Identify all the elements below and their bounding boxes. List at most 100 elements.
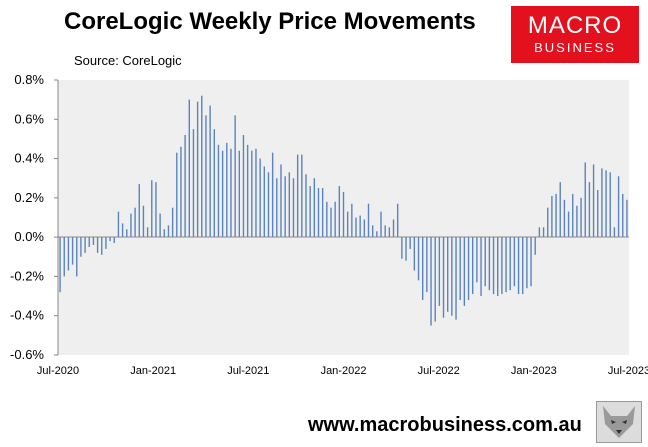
bar (388, 227, 391, 238)
bar (534, 237, 536, 255)
logo-line-2: BUSINESS (534, 40, 616, 55)
y-tick-label: 0.6% (14, 111, 44, 126)
bar (438, 237, 441, 306)
bar (180, 146, 182, 238)
macro-business-logo: MACRO BUSINESS (511, 6, 639, 63)
bar (396, 203, 399, 238)
bar (105, 237, 107, 249)
bar (163, 229, 165, 238)
bar (501, 237, 503, 295)
bar (84, 237, 86, 253)
bar (459, 237, 461, 300)
bar (613, 227, 616, 238)
bar (226, 142, 228, 238)
bar (76, 237, 78, 277)
bar (480, 237, 482, 297)
bar (301, 154, 303, 238)
bar (117, 211, 120, 238)
bar (392, 219, 395, 238)
bar (126, 229, 128, 238)
bar (447, 237, 449, 312)
bar (346, 211, 349, 238)
bar (305, 174, 307, 238)
bar (142, 205, 145, 238)
bar (296, 154, 299, 238)
bar (592, 164, 595, 238)
bar (251, 150, 253, 238)
bar (426, 237, 428, 293)
bar (617, 176, 620, 238)
bar (338, 186, 341, 238)
bar-group (59, 95, 628, 326)
x-tick-label: Jul-2022 (418, 365, 460, 377)
bar (234, 115, 236, 238)
y-tick-label: -0.2% (10, 268, 44, 283)
bar (522, 237, 524, 295)
bar (605, 170, 607, 238)
bar (67, 237, 70, 271)
bar (430, 237, 432, 326)
bar (367, 203, 370, 238)
bar (413, 237, 416, 271)
bar (276, 178, 278, 238)
bar (238, 150, 240, 238)
bar (363, 219, 366, 238)
bar (572, 193, 574, 238)
bar (196, 101, 199, 238)
bar (96, 237, 99, 253)
bar (109, 237, 111, 242)
bar (371, 225, 374, 238)
bar (538, 227, 541, 238)
bar (188, 99, 190, 238)
chart-title: CoreLogic Weekly Price Movements (64, 8, 476, 35)
bar (321, 188, 324, 238)
bar (242, 135, 245, 238)
bar (192, 129, 195, 238)
y-tick-label: 0.0% (14, 229, 44, 244)
bar (176, 152, 178, 238)
footer-url[interactable]: www.macrobusiness.com.au (308, 414, 582, 436)
bar (263, 166, 266, 238)
logo-line-1: MACRO (527, 12, 623, 39)
bar (555, 193, 557, 238)
x-tick-label: Jan-2022 (321, 365, 367, 377)
bar (505, 237, 507, 293)
bar (213, 129, 215, 238)
bar (567, 211, 570, 238)
bar (509, 237, 511, 291)
bar (138, 184, 140, 238)
bar (451, 237, 453, 316)
bar (309, 186, 311, 238)
bar (221, 150, 224, 238)
bar (584, 162, 586, 238)
bar (255, 148, 257, 238)
bar (559, 182, 561, 238)
bar (201, 95, 203, 238)
x-axis-ticks: Jul-2020 Jan-2021 Jul-2021 Jan-2022 Jul-2022… (37, 365, 648, 377)
bar (467, 237, 470, 300)
bar (184, 135, 186, 238)
bar (217, 144, 220, 238)
bar (130, 213, 132, 238)
bar (167, 225, 170, 238)
bar (488, 237, 491, 291)
bar (334, 201, 336, 238)
bar (209, 105, 211, 238)
bar (597, 190, 599, 238)
bar (551, 195, 553, 238)
y-axis-ticks: 0.8% 0.6% 0.4% 0.2% 0.0% -0.2% -0.4% -0.6% (10, 72, 58, 362)
bar (205, 115, 207, 238)
bar (513, 237, 516, 287)
bar (359, 215, 361, 238)
bar (267, 172, 270, 238)
y-tick-label: 0.8% (14, 72, 44, 87)
bar (401, 237, 403, 259)
bar (380, 211, 382, 238)
bar (484, 237, 486, 287)
bar (284, 176, 286, 238)
bar (622, 193, 624, 238)
bar (151, 180, 153, 238)
bar (476, 237, 478, 283)
bar (384, 225, 386, 238)
bar (455, 237, 457, 320)
